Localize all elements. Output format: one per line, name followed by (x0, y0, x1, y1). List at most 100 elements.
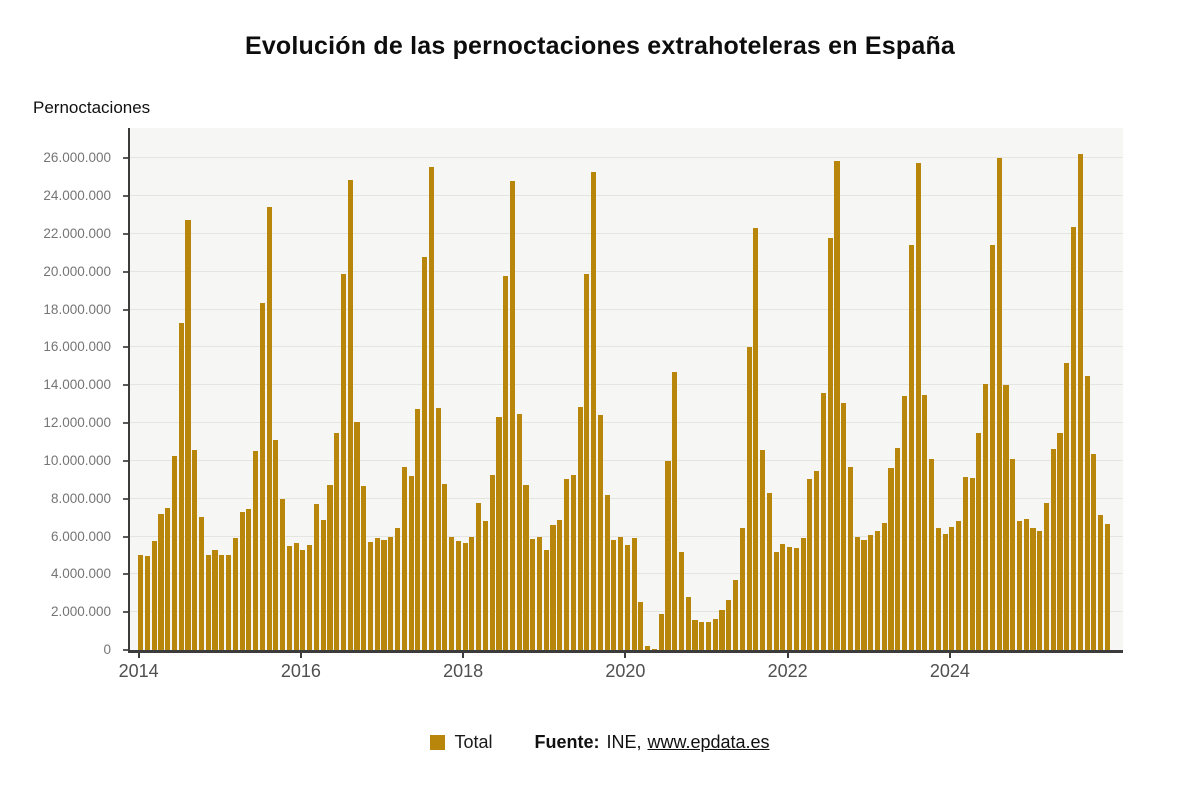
bar-2019-11[interactable] (611, 540, 617, 650)
bar-2025-11[interactable] (1098, 514, 1104, 650)
bar-2017-04[interactable] (401, 466, 407, 650)
bar-2019-07[interactable] (584, 273, 590, 650)
bar-2015-03[interactable] (232, 538, 238, 650)
bar-2023-08[interactable] (915, 163, 921, 650)
bar-2015-01[interactable] (219, 555, 225, 650)
bar-2017-06[interactable] (415, 408, 421, 650)
bar-2023-06[interactable] (901, 395, 908, 650)
bar-2017-01[interactable] (381, 540, 387, 650)
bar-2024-03[interactable] (962, 476, 968, 650)
bar-2017-12[interactable] (455, 541, 461, 650)
bar-2019-09[interactable] (597, 414, 603, 650)
bar-2021-07[interactable] (746, 347, 752, 650)
bar-2023-07[interactable] (908, 245, 914, 650)
bar-2016-06[interactable] (334, 433, 340, 650)
bar-2022-04[interactable] (807, 478, 813, 650)
bar-2024-12[interactable] (1023, 518, 1029, 650)
bar-2022-03[interactable] (800, 538, 806, 650)
bar-2018-04[interactable] (482, 521, 488, 650)
bar-2020-03[interactable] (638, 601, 644, 650)
bar-2024-04[interactable] (969, 477, 975, 650)
bar-2014-09[interactable] (192, 450, 198, 650)
bar-2019-04[interactable] (563, 478, 570, 650)
bar-2015-09[interactable] (273, 440, 279, 650)
bar-2021-04[interactable] (726, 599, 732, 650)
bar-2016-08[interactable] (347, 180, 353, 650)
bar-2025-10[interactable] (1091, 454, 1097, 650)
bar-2018-03[interactable] (476, 503, 482, 650)
bar-2024-10[interactable] (1010, 458, 1016, 650)
bar-2021-12[interactable] (780, 544, 786, 650)
bar-2023-11[interactable] (935, 528, 941, 650)
bar-2014-04[interactable] (158, 513, 164, 650)
bar-2020-09[interactable] (678, 551, 685, 650)
bar-2022-11[interactable] (854, 537, 860, 650)
bar-2019-12[interactable] (618, 537, 624, 650)
bar-2024-02[interactable] (956, 521, 962, 650)
bar-2024-01[interactable] (949, 527, 955, 650)
bar-2020-06[interactable] (658, 614, 664, 650)
bar-2015-10[interactable] (280, 498, 286, 650)
bar-2021-05[interactable] (732, 580, 739, 650)
bar-2015-06[interactable] (253, 451, 259, 650)
bar-2020-11[interactable] (692, 619, 698, 650)
bar-2016-01[interactable] (300, 549, 306, 650)
bar-2018-08[interactable] (509, 180, 516, 650)
bar-2020-04[interactable] (645, 646, 651, 650)
bar-2025-01[interactable] (1030, 528, 1036, 650)
bar-2019-02[interactable] (550, 525, 556, 650)
bar-2014-08[interactable] (185, 219, 191, 650)
bar-2023-03[interactable] (881, 523, 887, 650)
bar-2023-09[interactable] (922, 394, 928, 650)
bar-2025-09[interactable] (1084, 375, 1090, 650)
bar-2024-05[interactable] (976, 432, 982, 650)
bar-2024-09[interactable] (1003, 385, 1009, 650)
bar-2022-02[interactable] (793, 547, 799, 650)
bar-2016-09[interactable] (354, 422, 360, 650)
bar-2014-06[interactable] (171, 456, 178, 650)
bar-2021-08[interactable] (753, 228, 759, 650)
bar-2020-01[interactable] (624, 545, 630, 650)
bar-2014-11[interactable] (205, 555, 211, 650)
bar-2022-12[interactable] (861, 540, 867, 650)
bar-2021-02[interactable] (712, 618, 718, 650)
bar-2017-05[interactable] (408, 476, 414, 650)
bar-2018-07[interactable] (503, 275, 509, 650)
bar-2022-10[interactable] (847, 466, 854, 650)
bar-2020-12[interactable] (699, 621, 705, 650)
bar-2022-07[interactable] (827, 237, 833, 650)
bar-2017-10[interactable] (442, 483, 448, 650)
bar-2018-05[interactable] (489, 475, 495, 650)
bar-2025-04[interactable] (1050, 448, 1056, 650)
bar-2017-03[interactable] (394, 528, 401, 650)
bar-2015-11[interactable] (286, 545, 292, 650)
bar-2024-08[interactable] (996, 158, 1002, 650)
bar-2015-04[interactable] (239, 511, 245, 650)
bar-2022-09[interactable] (841, 403, 847, 650)
bar-2024-07[interactable] (989, 245, 995, 650)
bar-2018-06[interactable] (496, 417, 502, 650)
bar-2025-06[interactable] (1064, 362, 1070, 650)
bar-2017-02[interactable] (388, 537, 394, 650)
bar-2025-03[interactable] (1043, 503, 1050, 650)
bar-2016-07[interactable] (340, 273, 347, 650)
bar-2020-07[interactable] (665, 460, 671, 650)
bar-2015-07[interactable] (259, 302, 265, 650)
source-link[interactable]: www.epdata.es (647, 732, 770, 752)
bar-2020-08[interactable] (672, 371, 678, 650)
bar-2019-10[interactable] (604, 494, 610, 650)
bar-2019-03[interactable] (557, 520, 563, 650)
bar-2022-01[interactable] (787, 546, 793, 650)
bar-2014-05[interactable] (165, 508, 171, 650)
bar-2019-05[interactable] (570, 475, 576, 650)
bar-2016-10[interactable] (361, 486, 367, 650)
bar-2021-03[interactable] (719, 610, 725, 650)
bar-2017-09[interactable] (435, 407, 441, 650)
bar-2025-02[interactable] (1037, 530, 1043, 650)
bar-2014-10[interactable] (198, 516, 205, 650)
bar-2018-01[interactable] (462, 543, 468, 650)
bar-2018-09[interactable] (516, 413, 522, 650)
bar-2014-02[interactable] (144, 556, 150, 650)
bar-2021-01[interactable] (705, 621, 712, 650)
bar-2015-08[interactable] (266, 207, 272, 650)
